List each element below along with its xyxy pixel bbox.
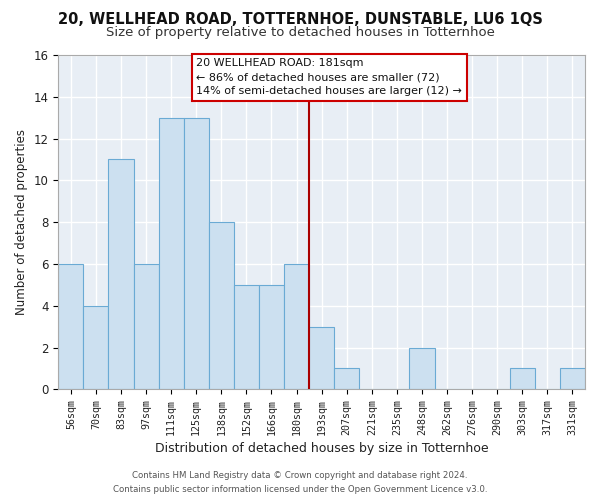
Bar: [109, 160, 134, 390]
Bar: [560, 368, 585, 390]
Text: Contains HM Land Registry data © Crown copyright and database right 2024.
Contai: Contains HM Land Registry data © Crown c…: [113, 472, 487, 494]
Text: Size of property relative to detached houses in Totternhoe: Size of property relative to detached ho…: [106, 26, 494, 39]
Text: 20 WELLHEAD ROAD: 181sqm
← 86% of detached houses are smaller (72)
14% of semi-d: 20 WELLHEAD ROAD: 181sqm ← 86% of detach…: [196, 58, 462, 96]
Bar: [234, 285, 259, 390]
Bar: [134, 264, 158, 390]
Bar: [83, 306, 109, 390]
Text: 20, WELLHEAD ROAD, TOTTERNHOE, DUNSTABLE, LU6 1QS: 20, WELLHEAD ROAD, TOTTERNHOE, DUNSTABLE…: [58, 12, 542, 28]
Bar: [259, 285, 284, 390]
X-axis label: Distribution of detached houses by size in Totternhoe: Distribution of detached houses by size …: [155, 442, 488, 455]
Bar: [58, 264, 83, 390]
Bar: [409, 348, 434, 390]
Bar: [158, 118, 184, 390]
Bar: [209, 222, 234, 390]
Bar: [184, 118, 209, 390]
Bar: [284, 264, 309, 390]
Bar: [309, 326, 334, 390]
Y-axis label: Number of detached properties: Number of detached properties: [15, 129, 28, 315]
Bar: [334, 368, 359, 390]
Bar: [510, 368, 535, 390]
